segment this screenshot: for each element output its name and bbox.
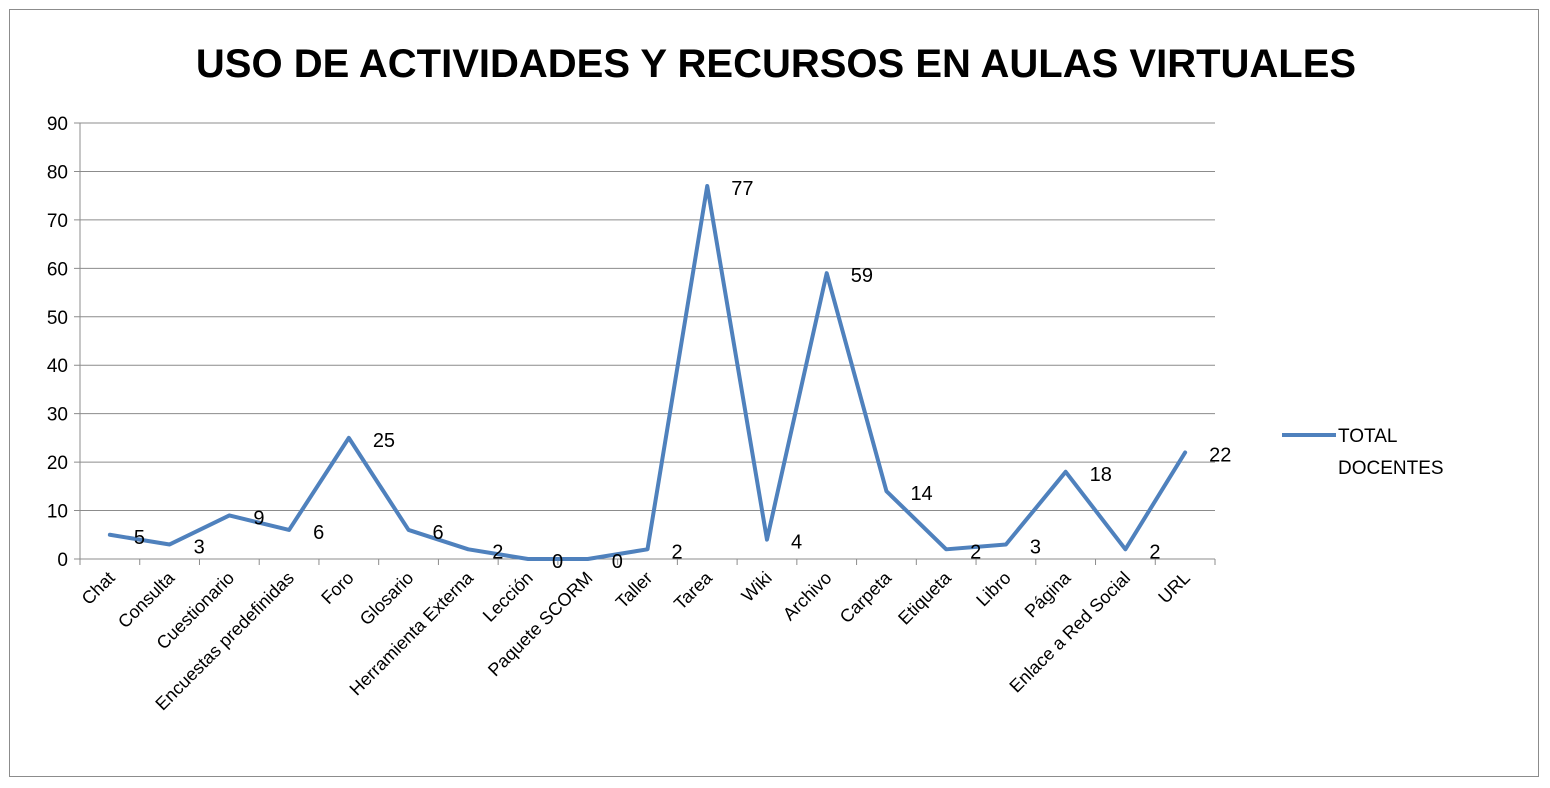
data-label: 25 (373, 430, 395, 452)
y-axis-tick-labels: 0 10 20 30 40 50 60 70 80 90 (47, 114, 68, 571)
data-label: 2 (970, 541, 981, 563)
category-label: URL (1154, 568, 1194, 608)
data-label: 6 (433, 522, 444, 544)
data-label: 77 (731, 178, 753, 200)
category-label: Enlace a Red Social (1005, 568, 1134, 697)
y-tick-label: 0 (57, 550, 68, 571)
category-label: Foro (317, 568, 357, 608)
data-label: 0 (552, 551, 563, 573)
data-label: 18 (1090, 464, 1112, 486)
data-label: 6 (313, 522, 324, 544)
y-tick-label: 10 (47, 502, 68, 523)
series-line-total-docentes (107, 183, 1188, 561)
category-label: Paquete SCORM (484, 568, 596, 680)
legend-label: DOCENTES (1338, 458, 1444, 479)
category-label: Glosario (356, 568, 418, 630)
y-tick-label: 30 (47, 405, 68, 426)
category-label: Carpeta (836, 567, 896, 627)
category-label: Wiki (738, 568, 776, 606)
data-label: 9 (253, 507, 264, 529)
y-tick-label: 70 (47, 211, 68, 232)
category-label: Taller (612, 568, 657, 613)
data-label: 59 (851, 265, 873, 287)
category-label: Libro (972, 568, 1014, 610)
data-label: 5 (134, 527, 145, 549)
data-label: 2 (672, 541, 683, 563)
data-label: 22 (1209, 444, 1231, 466)
data-label: 2 (1149, 541, 1160, 563)
gridlines (74, 122, 1215, 560)
chart-frame (9, 9, 1539, 777)
data-label: 3 (1030, 536, 1041, 558)
category-label: Archivo (779, 568, 836, 625)
legend-label: TOTAL (1338, 426, 1397, 447)
data-label: 3 (194, 536, 205, 558)
y-tick-label: 20 (47, 453, 68, 474)
category-label: Etiqueta (894, 567, 956, 629)
category-label: Chat (78, 568, 119, 609)
y-tick-label: 80 (47, 162, 68, 183)
chart-title: USO DE ACTIVIDADES Y RECURSOS EN AULAS V… (196, 42, 1356, 86)
category-label: Lección (479, 568, 537, 626)
legend: TOTAL DOCENTES (1282, 426, 1444, 479)
y-tick-label: 60 (47, 259, 68, 280)
y-tick-label: 50 (47, 308, 68, 329)
data-label: 2 (492, 541, 503, 563)
data-label: 4 (791, 532, 802, 554)
y-tick-label: 90 (47, 114, 68, 135)
data-label: 0 (612, 551, 623, 573)
category-label: Página (1021, 567, 1075, 621)
series-line-layer (107, 183, 1188, 561)
y-tick-label: 40 (47, 356, 68, 377)
data-label: 14 (910, 483, 932, 505)
category-label: Tarea (670, 567, 717, 614)
